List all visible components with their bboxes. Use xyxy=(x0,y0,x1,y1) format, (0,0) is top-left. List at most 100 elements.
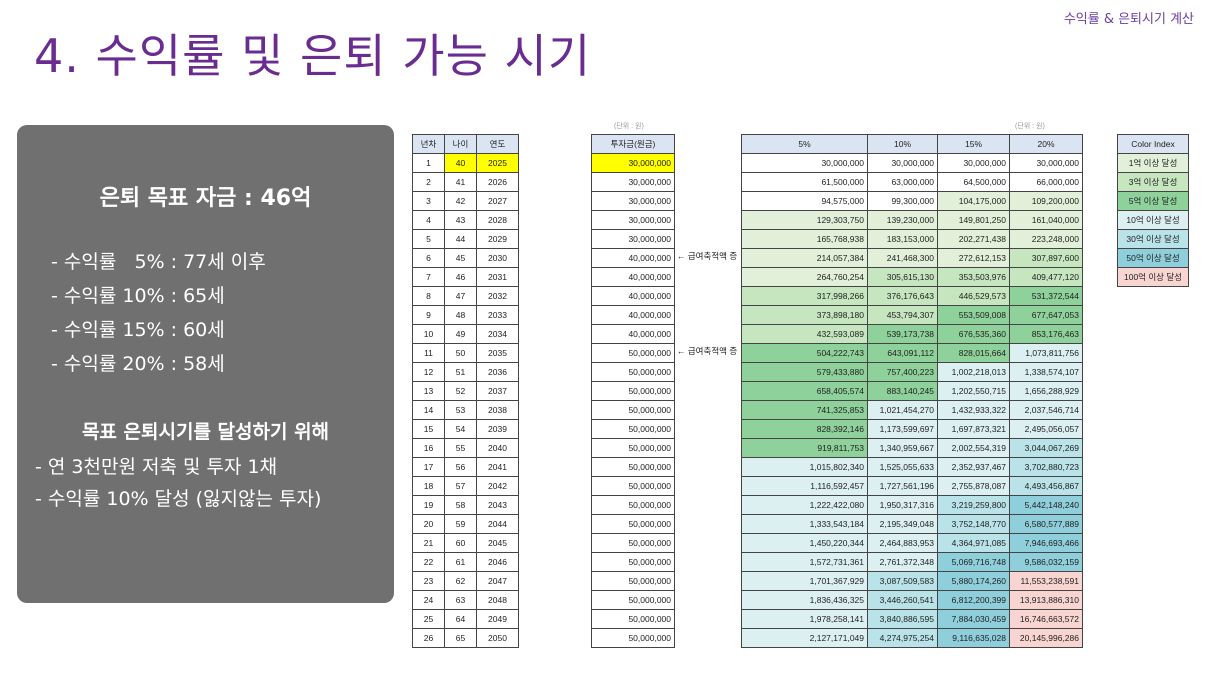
year-cell: 2034 xyxy=(476,324,519,344)
return-cell: 376,176,643 xyxy=(867,286,938,306)
investment-cell: 50,000,000 xyxy=(591,381,675,401)
year-cell: 2036 xyxy=(476,362,519,382)
return-row: 1,015,802,340 1,525,055,633 2,352,937,467 3… xyxy=(741,457,1083,477)
return-cell: 658,405,574 xyxy=(741,381,868,401)
rate-list: - 수익률 5% : 77세 이후 - 수익률 10% : 65세 - 수익률 … xyxy=(51,245,266,381)
return-cell: 214,057,384 xyxy=(741,248,868,268)
return-cell: 6,812,200,399 xyxy=(937,590,1010,610)
age-cell: 46 xyxy=(444,267,477,287)
return-row: 165,768,938 183,153,000 202,271,438 223,248… xyxy=(741,229,1083,249)
return-cell: 149,801,250 xyxy=(937,210,1010,230)
investment-row: 50,000,000 xyxy=(591,457,675,477)
section-caption: 수익률 & 은퇴시기 계산 xyxy=(1063,12,1194,27)
investment-cell: 50,000,000 xyxy=(591,552,675,572)
return-cell: 99,300,000 xyxy=(867,191,938,211)
return-cell: 677,647,053 xyxy=(1009,305,1083,325)
year-row: 12 51 2036 xyxy=(412,362,519,382)
return-cell: 63,000,000 xyxy=(867,172,938,192)
return-cell: 6,580,577,889 xyxy=(1009,514,1083,534)
year-count-cell: 13 xyxy=(412,381,445,401)
year-cell: 2029 xyxy=(476,229,519,249)
return-row: 129,303,750 139,230,000 149,801,250 161,040… xyxy=(741,210,1083,230)
return-cell: 2,495,056,057 xyxy=(1009,419,1083,439)
return-row: 828,392,146 1,173,599,697 1,697,873,321 2,4… xyxy=(741,419,1083,439)
year-count-cell: 15 xyxy=(412,419,445,439)
header-year-count: 년차 xyxy=(412,134,445,154)
year-row: 7 46 2031 xyxy=(412,267,519,287)
return-cell: 828,015,664 xyxy=(937,343,1010,363)
return-cell: 1,656,288,929 xyxy=(1009,381,1083,401)
year-count-cell: 17 xyxy=(412,457,445,477)
header-age: 나이 xyxy=(444,134,477,154)
year-cell: 2026 xyxy=(476,172,519,192)
year-row: 18 57 2042 xyxy=(412,476,519,496)
year-row: 8 47 2032 xyxy=(412,286,519,306)
return-cell: 94,575,000 xyxy=(741,191,868,211)
return-cell: 883,140,245 xyxy=(867,381,938,401)
note-salary-increase: ← 급여축적액 증 xyxy=(677,346,738,356)
year-cell: 2037 xyxy=(476,381,519,401)
age-cell: 45 xyxy=(444,248,477,268)
age-cell: 61 xyxy=(444,552,477,572)
investment-cell: 50,000,000 xyxy=(591,438,675,458)
return-cell: 1,333,543,184 xyxy=(741,514,868,534)
return-row: 1,572,731,361 2,761,372,348 5,069,716,748 9… xyxy=(741,552,1083,572)
investment-row: 30,000,000 xyxy=(591,191,675,211)
age-cell: 51 xyxy=(444,362,477,382)
investment-cell: 40,000,000 xyxy=(591,324,675,344)
year-row: 21 60 2045 xyxy=(412,533,519,553)
year-count-cell: 4 xyxy=(412,210,445,230)
investment-row: 50,000,000 xyxy=(591,362,675,382)
age-cell: 65 xyxy=(444,628,477,648)
age-cell: 58 xyxy=(444,495,477,515)
return-cell: 109,200,000 xyxy=(1009,191,1083,211)
investment-cell: 50,000,000 xyxy=(591,590,675,610)
year-cell: 2045 xyxy=(476,533,519,553)
return-cell: 531,372,544 xyxy=(1009,286,1083,306)
header-rate-20: 20% xyxy=(1009,134,1083,154)
investment-cell: 50,000,000 xyxy=(591,343,675,363)
return-cell: 272,612,153 xyxy=(937,248,1010,268)
year-row: 22 61 2046 xyxy=(412,552,519,572)
return-cell: 2,464,883,953 xyxy=(867,533,938,553)
return-table: 5% 10% 15% 20% 30,000,000 30,000,000 30,00… xyxy=(741,134,1083,648)
year-row: 10 49 2034 xyxy=(412,324,519,344)
investment-row: 30,000,000 xyxy=(591,229,675,249)
return-row: 30,000,000 30,000,000 30,000,000 30,000,000 xyxy=(741,153,1083,173)
year-count-cell: 11 xyxy=(412,343,445,363)
year-cell: 2047 xyxy=(476,571,519,591)
return-cell: 676,535,360 xyxy=(937,324,1010,344)
age-cell: 48 xyxy=(444,305,477,325)
year-cell: 2028 xyxy=(476,210,519,230)
year-cell: 2027 xyxy=(476,191,519,211)
return-row: 432,593,089 539,173,738 676,535,360 853,176… xyxy=(741,324,1083,344)
investment-cell: 50,000,000 xyxy=(591,495,675,515)
investment-row: 50,000,000 xyxy=(591,609,675,629)
return-cell: 1,525,055,633 xyxy=(867,457,938,477)
investment-row: 50,000,000 xyxy=(591,533,675,553)
return-row: 1,978,258,141 3,840,886,595 7,884,030,459 1… xyxy=(741,609,1083,629)
return-cell: 264,760,254 xyxy=(741,267,868,287)
year-row: 14 53 2038 xyxy=(412,400,519,420)
year-count-cell: 18 xyxy=(412,476,445,496)
return-cell: 7,946,693,466 xyxy=(1009,533,1083,553)
age-cell: 47 xyxy=(444,286,477,306)
return-cell: 504,222,743 xyxy=(741,343,868,363)
investment-row: 50,000,000 xyxy=(591,628,675,648)
return-cell: 643,091,112 xyxy=(867,343,938,363)
return-cell: 4,274,975,254 xyxy=(867,628,938,648)
year-count-cell: 3 xyxy=(412,191,445,211)
return-cell: 317,998,266 xyxy=(741,286,868,306)
return-cell: 9,586,032,159 xyxy=(1009,552,1083,572)
investment-cell: 50,000,000 xyxy=(591,362,675,382)
return-cell: 61,500,000 xyxy=(741,172,868,192)
year-cell: 2033 xyxy=(476,305,519,325)
return-row: 919,811,753 1,340,959,667 2,002,554,319 3,0… xyxy=(741,438,1083,458)
return-cell: 432,593,089 xyxy=(741,324,868,344)
year-row: 25 64 2049 xyxy=(412,609,519,629)
year-cell: 2038 xyxy=(476,400,519,420)
unit-label-right: (단위 : 원) xyxy=(1015,123,1045,130)
year-count-cell: 16 xyxy=(412,438,445,458)
return-cell: 3,840,886,595 xyxy=(867,609,938,629)
age-cell: 40 xyxy=(444,153,477,173)
